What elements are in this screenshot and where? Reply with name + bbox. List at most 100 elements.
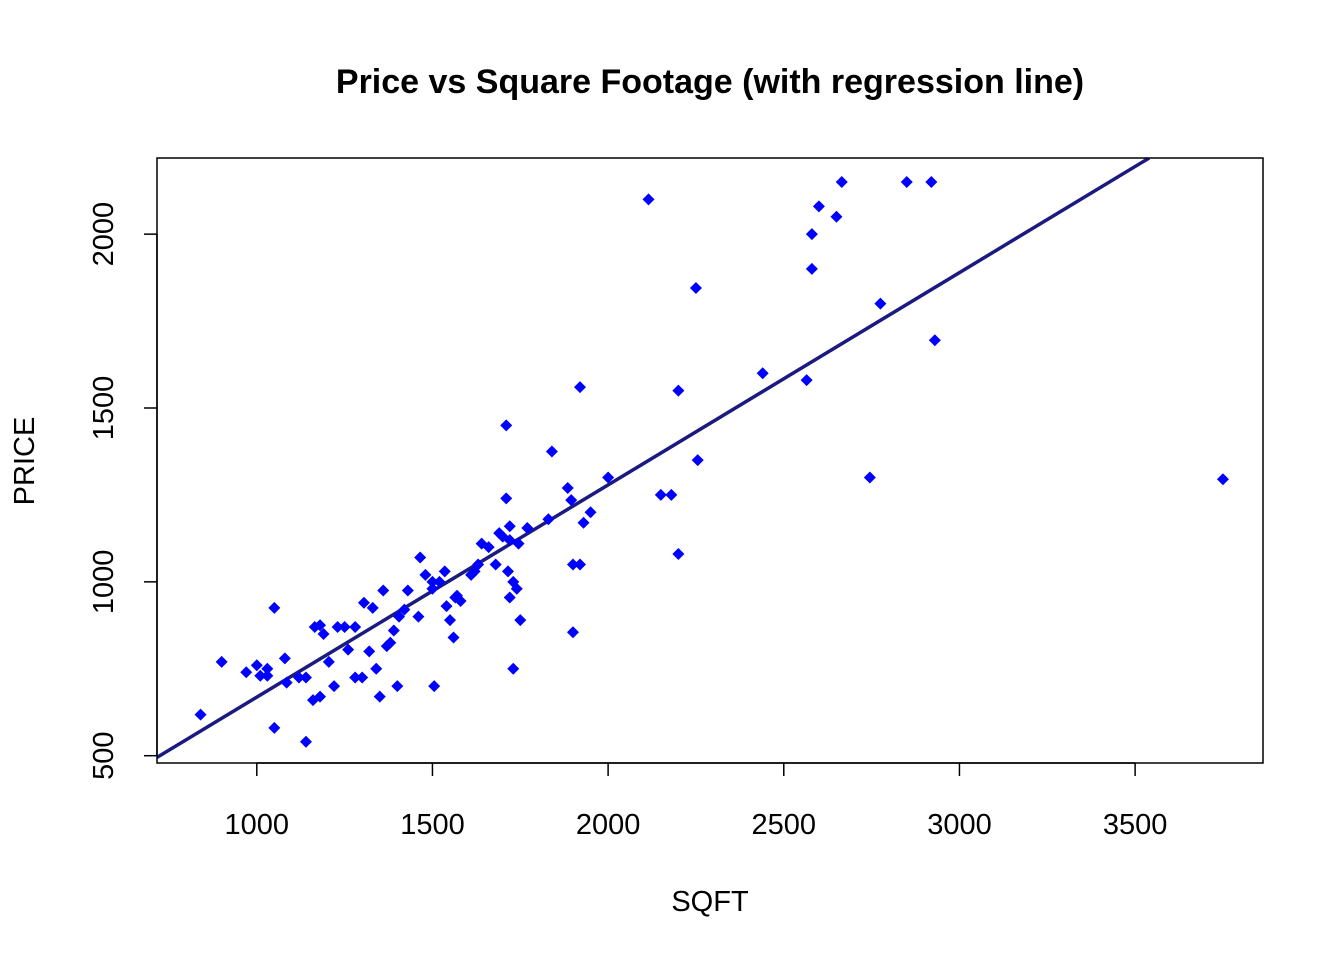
data-point [805, 262, 818, 275]
data-point [314, 690, 327, 703]
data-point [356, 671, 369, 684]
data-point [331, 621, 344, 634]
data-point [357, 596, 370, 609]
chart-title: Price vs Square Footage (with regression… [336, 63, 1084, 101]
data-point [900, 175, 913, 188]
plot-area [157, 158, 1229, 759]
data-point [584, 506, 597, 519]
data-point [322, 655, 335, 668]
data-point [317, 628, 330, 641]
data-point [440, 600, 453, 613]
data-point [835, 175, 848, 188]
data-point [672, 548, 685, 561]
data-point [393, 610, 406, 623]
data-point [574, 558, 587, 571]
data-point [299, 735, 312, 748]
x-tick-label: 1500 [400, 809, 465, 841]
data-point [366, 601, 379, 614]
x-tick-label: 2500 [752, 809, 817, 841]
data-point [874, 297, 887, 310]
y-tick-label: 1000 [88, 550, 120, 615]
data-point [373, 690, 386, 703]
data-point [349, 621, 362, 634]
data-point [419, 568, 432, 581]
data-point [278, 652, 291, 665]
data-point [292, 671, 305, 684]
data-point [510, 582, 523, 595]
data-point [250, 659, 263, 672]
data-point [338, 621, 351, 634]
data-point [414, 551, 427, 564]
data-point [503, 520, 516, 533]
y-axis: 500 1000 1500 2000 [88, 202, 158, 780]
data-point [805, 228, 818, 241]
data-point [577, 516, 590, 529]
data-point [433, 575, 446, 588]
data-point [472, 558, 485, 571]
data-point [482, 541, 495, 554]
y-tick-label: 500 [88, 732, 120, 780]
y-tick-label: 2000 [88, 202, 120, 267]
data-point [602, 471, 615, 484]
data-point [447, 631, 460, 644]
data-point [387, 624, 400, 637]
data-point [412, 610, 425, 623]
data-point [328, 680, 341, 693]
data-point [384, 636, 397, 649]
x-tick-label: 2000 [576, 809, 641, 841]
y-tick-label: 1500 [88, 376, 120, 441]
data-point [444, 614, 457, 627]
y-axis-label: PRICE [9, 417, 41, 506]
data-point [401, 584, 414, 597]
data-point [261, 662, 274, 675]
data-point [561, 481, 574, 494]
data-point [391, 680, 404, 693]
data-point [428, 680, 441, 693]
data-point [812, 200, 825, 213]
data-point [261, 669, 274, 682]
data-point [501, 565, 514, 578]
data-point [254, 669, 267, 682]
data-point [454, 594, 467, 607]
data-point [426, 575, 439, 588]
data-point [1216, 473, 1229, 486]
data-point [194, 708, 207, 721]
data-point [665, 488, 678, 501]
data-point [314, 619, 327, 632]
data-point [363, 645, 376, 658]
x-tick-label: 3000 [927, 809, 992, 841]
data-point [566, 558, 579, 571]
x-tick-label: 3500 [1103, 809, 1168, 841]
data-point [925, 175, 938, 188]
data-point [830, 210, 843, 223]
data-point [507, 662, 520, 675]
data-point [672, 384, 685, 397]
data-point [268, 721, 281, 734]
data-point [691, 454, 704, 467]
data-point [370, 662, 383, 675]
plot-frame [156, 157, 1264, 764]
data-point [689, 282, 702, 295]
data-point [863, 471, 876, 484]
data-point [512, 537, 525, 550]
data-point [377, 584, 390, 597]
data-point [928, 334, 941, 347]
data-point [654, 488, 667, 501]
data-point [426, 582, 439, 595]
data-point [280, 676, 293, 689]
data-point [514, 614, 527, 627]
data-point [268, 601, 281, 614]
data-point [489, 558, 502, 571]
x-axis: 1000 1500 2000 2500 3000 3500 [225, 762, 1168, 841]
data-point [349, 671, 362, 684]
data-point [398, 603, 411, 616]
data-point [215, 655, 228, 668]
data-point [503, 591, 516, 604]
data-point [500, 419, 513, 432]
data-point [574, 381, 587, 394]
data-point [342, 643, 355, 656]
data-point [438, 565, 451, 578]
data-point [545, 445, 558, 458]
regression-line [157, 158, 1151, 759]
